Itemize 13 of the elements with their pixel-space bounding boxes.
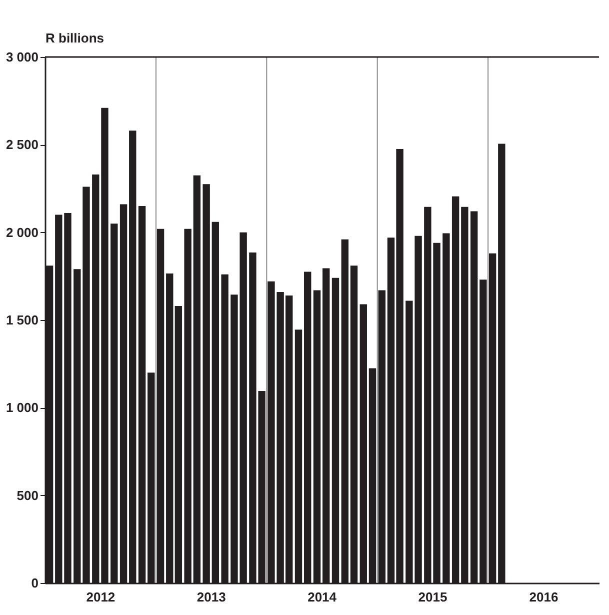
y-tick-label: 3 000 (6, 50, 38, 64)
y-tick-label: 500 (16, 488, 38, 503)
y-tick-label: 2 000 (6, 224, 38, 240)
y-tick-label: 1 500 (6, 312, 38, 328)
y-axis-title: R billions (46, 30, 104, 46)
x-tick-label: 2012 (86, 590, 116, 604)
y-tick-label: 2 500 (6, 137, 38, 152)
y-tick-label: 1 000 (6, 400, 38, 416)
x-tick-label: 2013 (196, 590, 226, 604)
x-tick-label: 2015 (418, 590, 448, 604)
y-tick-label: 0 (31, 576, 38, 590)
x-tick-label: 2014 (308, 590, 338, 604)
x-tick-label: 2016 (529, 590, 558, 604)
